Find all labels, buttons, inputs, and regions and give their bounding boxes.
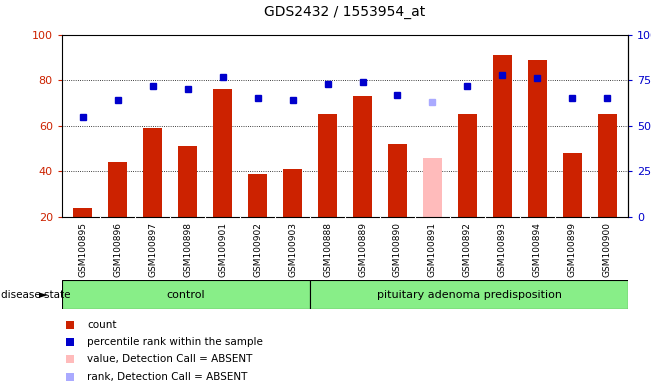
Bar <box>248 174 268 217</box>
Bar <box>213 89 232 217</box>
Bar <box>528 60 547 217</box>
Text: disease state: disease state <box>1 290 70 300</box>
Text: GSM100894: GSM100894 <box>533 222 542 277</box>
Bar <box>598 114 617 217</box>
Text: control: control <box>167 290 205 300</box>
Text: GSM100895: GSM100895 <box>78 222 87 277</box>
Bar <box>458 114 477 217</box>
Text: GSM100890: GSM100890 <box>393 222 402 277</box>
Text: count: count <box>87 320 117 330</box>
Text: GSM100893: GSM100893 <box>498 222 507 277</box>
Text: rank, Detection Call = ABSENT: rank, Detection Call = ABSENT <box>87 372 248 382</box>
Text: GSM100903: GSM100903 <box>288 222 297 277</box>
Bar <box>143 128 162 217</box>
Text: GSM100889: GSM100889 <box>358 222 367 277</box>
Bar <box>562 153 582 217</box>
Bar <box>493 55 512 217</box>
Text: GSM100900: GSM100900 <box>603 222 612 277</box>
Bar <box>310 280 628 309</box>
Text: GSM100901: GSM100901 <box>218 222 227 277</box>
Bar <box>108 162 128 217</box>
Text: GSM100902: GSM100902 <box>253 222 262 277</box>
Text: percentile rank within the sample: percentile rank within the sample <box>87 337 263 347</box>
Bar <box>178 146 197 217</box>
Text: ►: ► <box>39 290 48 300</box>
Text: GSM100899: GSM100899 <box>568 222 577 277</box>
Bar <box>422 158 442 217</box>
Bar <box>283 169 302 217</box>
Text: GDS2432 / 1553954_at: GDS2432 / 1553954_at <box>264 5 426 19</box>
Bar <box>62 280 310 309</box>
Bar <box>388 144 407 217</box>
Text: GSM100892: GSM100892 <box>463 222 472 277</box>
Text: GSM100898: GSM100898 <box>183 222 192 277</box>
Text: GSM100897: GSM100897 <box>148 222 158 277</box>
Text: GSM100888: GSM100888 <box>323 222 332 277</box>
Text: pituitary adenoma predisposition: pituitary adenoma predisposition <box>377 290 562 300</box>
Bar <box>318 114 337 217</box>
Bar <box>353 96 372 217</box>
Bar <box>73 208 92 217</box>
Text: value, Detection Call = ABSENT: value, Detection Call = ABSENT <box>87 354 253 364</box>
Text: GSM100896: GSM100896 <box>113 222 122 277</box>
Text: GSM100891: GSM100891 <box>428 222 437 277</box>
